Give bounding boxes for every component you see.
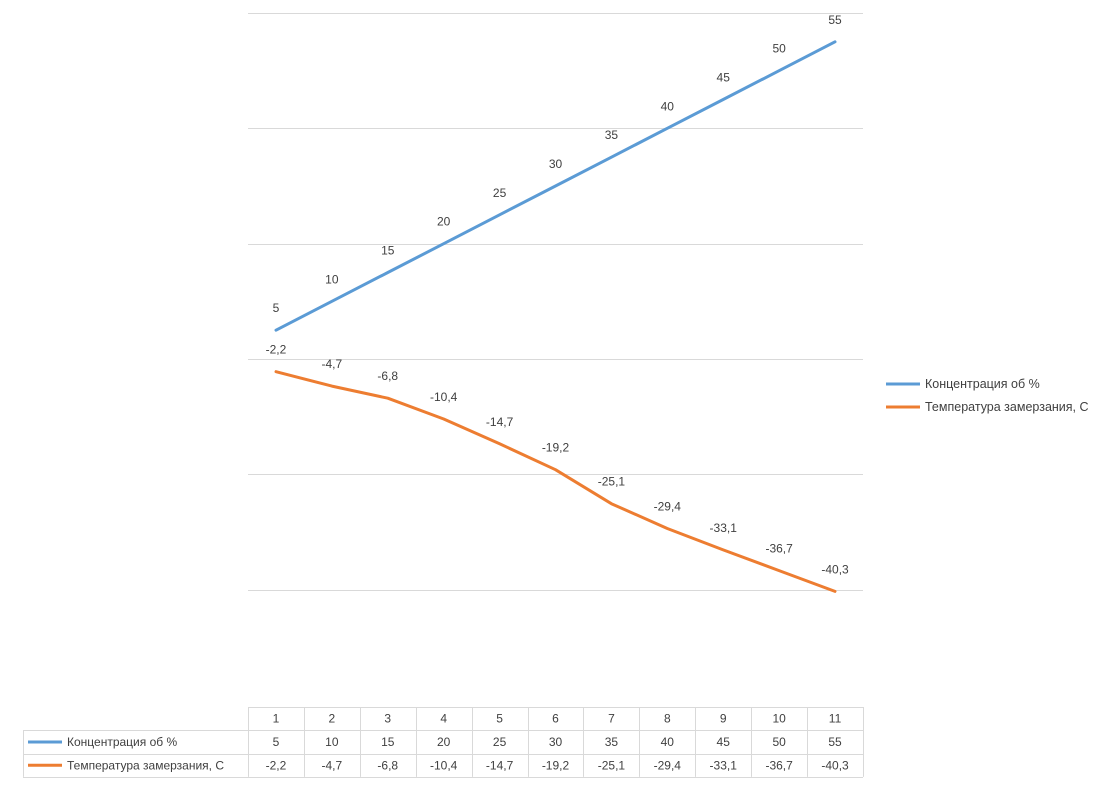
data-label: 35 bbox=[605, 128, 619, 142]
data-label: -6,8 bbox=[377, 369, 398, 383]
data-label: -19,2 bbox=[542, 441, 570, 455]
table-cell: 45 bbox=[717, 735, 731, 749]
category-label: 4 bbox=[440, 712, 447, 726]
series-lines bbox=[274, 40, 837, 593]
table-cell: -36,7 bbox=[765, 758, 793, 772]
series-line-2 bbox=[274, 370, 837, 593]
data-label: -33,1 bbox=[710, 521, 738, 535]
category-label: 6 bbox=[552, 712, 559, 726]
table-cell: -33,1 bbox=[710, 758, 738, 772]
data-label: 25 bbox=[493, 186, 507, 200]
table-cell: -14,7 bbox=[486, 758, 514, 772]
series-line-1 bbox=[274, 40, 837, 332]
table-cell: -10,4 bbox=[430, 758, 458, 772]
category-label: 7 bbox=[608, 712, 615, 726]
table-cell: -40,3 bbox=[821, 758, 849, 772]
table-cell: 50 bbox=[772, 735, 786, 749]
table-cell: 15 bbox=[381, 735, 395, 749]
category-label: 10 bbox=[772, 712, 786, 726]
data-label: 10 bbox=[325, 272, 339, 286]
table-cell: 20 bbox=[437, 735, 451, 749]
data-label: 55 bbox=[828, 13, 842, 27]
table-cell: -19,2 bbox=[542, 758, 570, 772]
data-labels: 5 10 15 20 25 30 35 40 45 50 55 -2,2 -4,7 -6,8 -10,4 -1… bbox=[266, 13, 849, 577]
data-label: 15 bbox=[381, 244, 395, 258]
table-cell: 30 bbox=[549, 735, 563, 749]
table-cell: 10 bbox=[325, 735, 339, 749]
table-series-name: Концентрация об % bbox=[67, 735, 177, 749]
category-label: 9 bbox=[720, 712, 727, 726]
table-cell: -2,2 bbox=[266, 758, 287, 772]
gridlines bbox=[248, 13, 863, 591]
table-cell: -29,4 bbox=[654, 758, 682, 772]
table-cell: -6,8 bbox=[377, 758, 398, 772]
data-label: -2,2 bbox=[266, 343, 287, 357]
legend: Концентрация об % Температура замерзания,… bbox=[886, 377, 1089, 414]
table-cell: 5 bbox=[273, 735, 280, 749]
category-label: 5 bbox=[496, 712, 503, 726]
legend-entry: Концентрация об % bbox=[925, 377, 1040, 391]
table-cell: 35 bbox=[605, 735, 619, 749]
data-label: -25,1 bbox=[598, 475, 626, 489]
category-label: 11 bbox=[829, 712, 842, 726]
data-label: -14,7 bbox=[486, 415, 514, 429]
data-label: 5 bbox=[273, 301, 280, 315]
legend-entry: Температура замерзания, С bbox=[925, 400, 1089, 414]
data-label: -40,3 bbox=[821, 562, 849, 576]
data-label: 40 bbox=[661, 99, 675, 113]
category-label: 3 bbox=[384, 712, 391, 726]
data-label: -29,4 bbox=[654, 500, 682, 514]
table-cell: 25 bbox=[493, 735, 507, 749]
table-cell: 55 bbox=[828, 735, 842, 749]
table-cell: 40 bbox=[661, 735, 675, 749]
data-label: 20 bbox=[437, 215, 451, 229]
data-label: -36,7 bbox=[765, 542, 793, 556]
category-label: 2 bbox=[329, 712, 336, 726]
table-cell: -4,7 bbox=[322, 758, 343, 772]
category-label: 1 bbox=[273, 712, 280, 726]
category-label: 8 bbox=[664, 712, 671, 726]
data-label: 50 bbox=[772, 42, 786, 56]
data-label: -4,7 bbox=[322, 357, 343, 371]
data-label: -10,4 bbox=[430, 390, 458, 404]
data-label: 45 bbox=[717, 71, 731, 85]
table-series-name: Температура замерзания, С bbox=[67, 758, 224, 772]
table-cell: -25,1 bbox=[598, 758, 626, 772]
data-label: 30 bbox=[549, 157, 563, 171]
